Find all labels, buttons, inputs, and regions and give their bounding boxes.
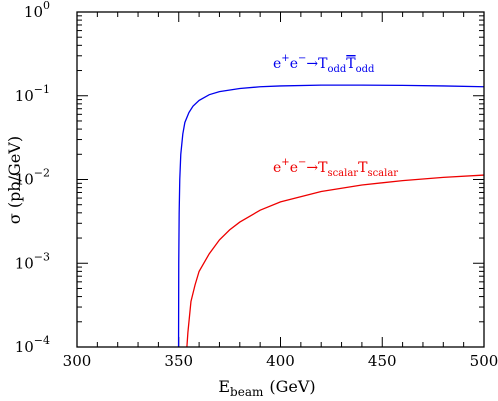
series-line-2 [186,174,485,348]
x-tick-label: 350 [164,352,193,370]
y-tick-label: 10−1 [15,83,50,105]
series-label-2: e+e−→TscalarTscalar [273,157,398,179]
x-tick-label: 300 [63,352,92,370]
x-tick-label: 450 [368,352,397,370]
y-tick-label: 10−4 [15,334,50,356]
x-tick-label: 500 [470,352,498,370]
x-tick-label: 400 [266,352,295,370]
x-axis-title: Ebeam (GeV) [218,377,315,399]
series-label-1: e+e−→ToddTodd [273,53,375,75]
tick-labels: 300 350 400 450 500 100 10−1 10−2 10−3 10−4 [15,0,498,370]
plot-frame [76,11,485,348]
y-tick-label: 100 [24,0,50,21]
series-lines [177,84,485,348]
series-line-1 [177,84,485,348]
y-axis-title: σ (pb/GeV) [5,136,24,224]
axis-ticks [76,11,485,348]
series-labels: e+e−→ToddTodd e+e−→TscalarTscalar [273,53,398,179]
y-tick-label: 10−2 [15,167,50,189]
y-tick-label: 10−3 [15,250,50,272]
